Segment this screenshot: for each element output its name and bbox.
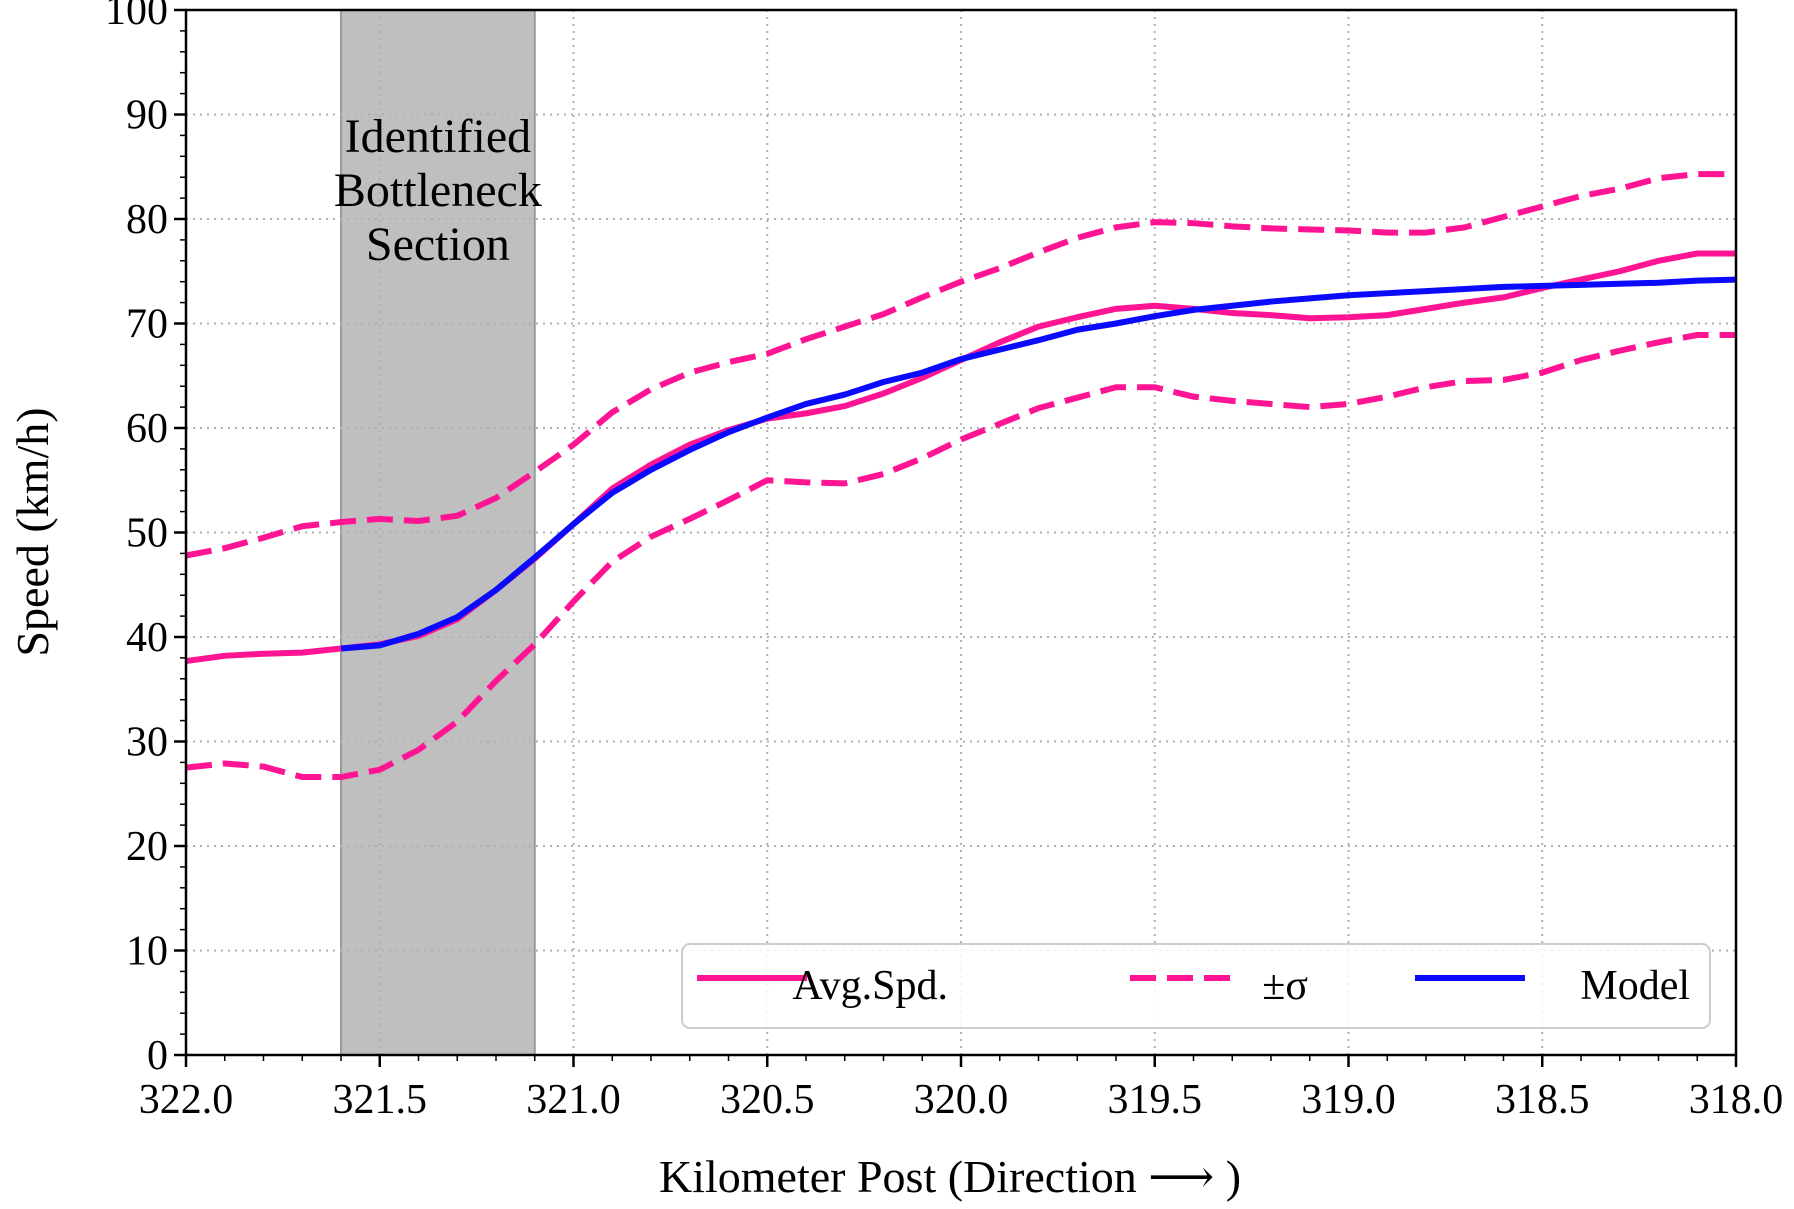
x-tick-label: 321.0 [526, 1077, 621, 1123]
x-tick-label: 318.0 [1689, 1077, 1784, 1123]
y-tick-label: 100 [105, 0, 168, 34]
series-line-minus-sigma-2 [185, 331, 1736, 781]
y-tick-label: 60 [126, 406, 168, 452]
series-line-plus-sigma-1 [185, 171, 1736, 559]
x-tick-label: 321.5 [333, 1077, 428, 1123]
y-tick-label: 50 [126, 511, 168, 557]
y-tick-label: 40 [126, 615, 168, 661]
series-line-model-3 [340, 276, 1737, 652]
x-tick-label: 320.5 [720, 1077, 815, 1123]
x-axis-label: Kilometer Post (Direction ⟶ ) [659, 1151, 1241, 1202]
x-tick-label: 320.0 [914, 1077, 1009, 1123]
y-axis-label: Speed (km/h) [7, 407, 58, 656]
y-tick-label: 90 [126, 93, 168, 139]
tick-layer: 322.0 321.5 321.0 320.5 320.0 319.5 319.0 318.5… [105, 0, 1783, 1123]
legend-box [681, 943, 1711, 1029]
y-tick-label: 70 [126, 302, 168, 348]
legend-label: ±σ [1262, 963, 1308, 1009]
legend: Avg.Spd. ±σ Model [681, 943, 1711, 1029]
y-tick-label: 30 [126, 720, 168, 766]
y-tick-label: 10 [126, 929, 168, 975]
y-tick-label: 20 [126, 824, 168, 870]
x-tick-label: 319.5 [1108, 1077, 1203, 1123]
bottleneck-annotation-line: Bottleneck [334, 164, 542, 217]
x-tick-label: 318.5 [1495, 1077, 1590, 1123]
x-tick-label: 322.0 [139, 1077, 234, 1123]
y-tick-label: 80 [126, 197, 168, 243]
legend-label: Model [1580, 963, 1690, 1009]
y-tick-label: 0 [147, 1033, 168, 1079]
series-layer [185, 171, 1737, 781]
x-tick-label: 319.0 [1301, 1077, 1396, 1123]
bottleneck-annotation-line: Identified [345, 110, 532, 163]
legend-label: Avg.Spd. [792, 963, 948, 1009]
bottleneck-annotation-line: Section [366, 218, 510, 271]
